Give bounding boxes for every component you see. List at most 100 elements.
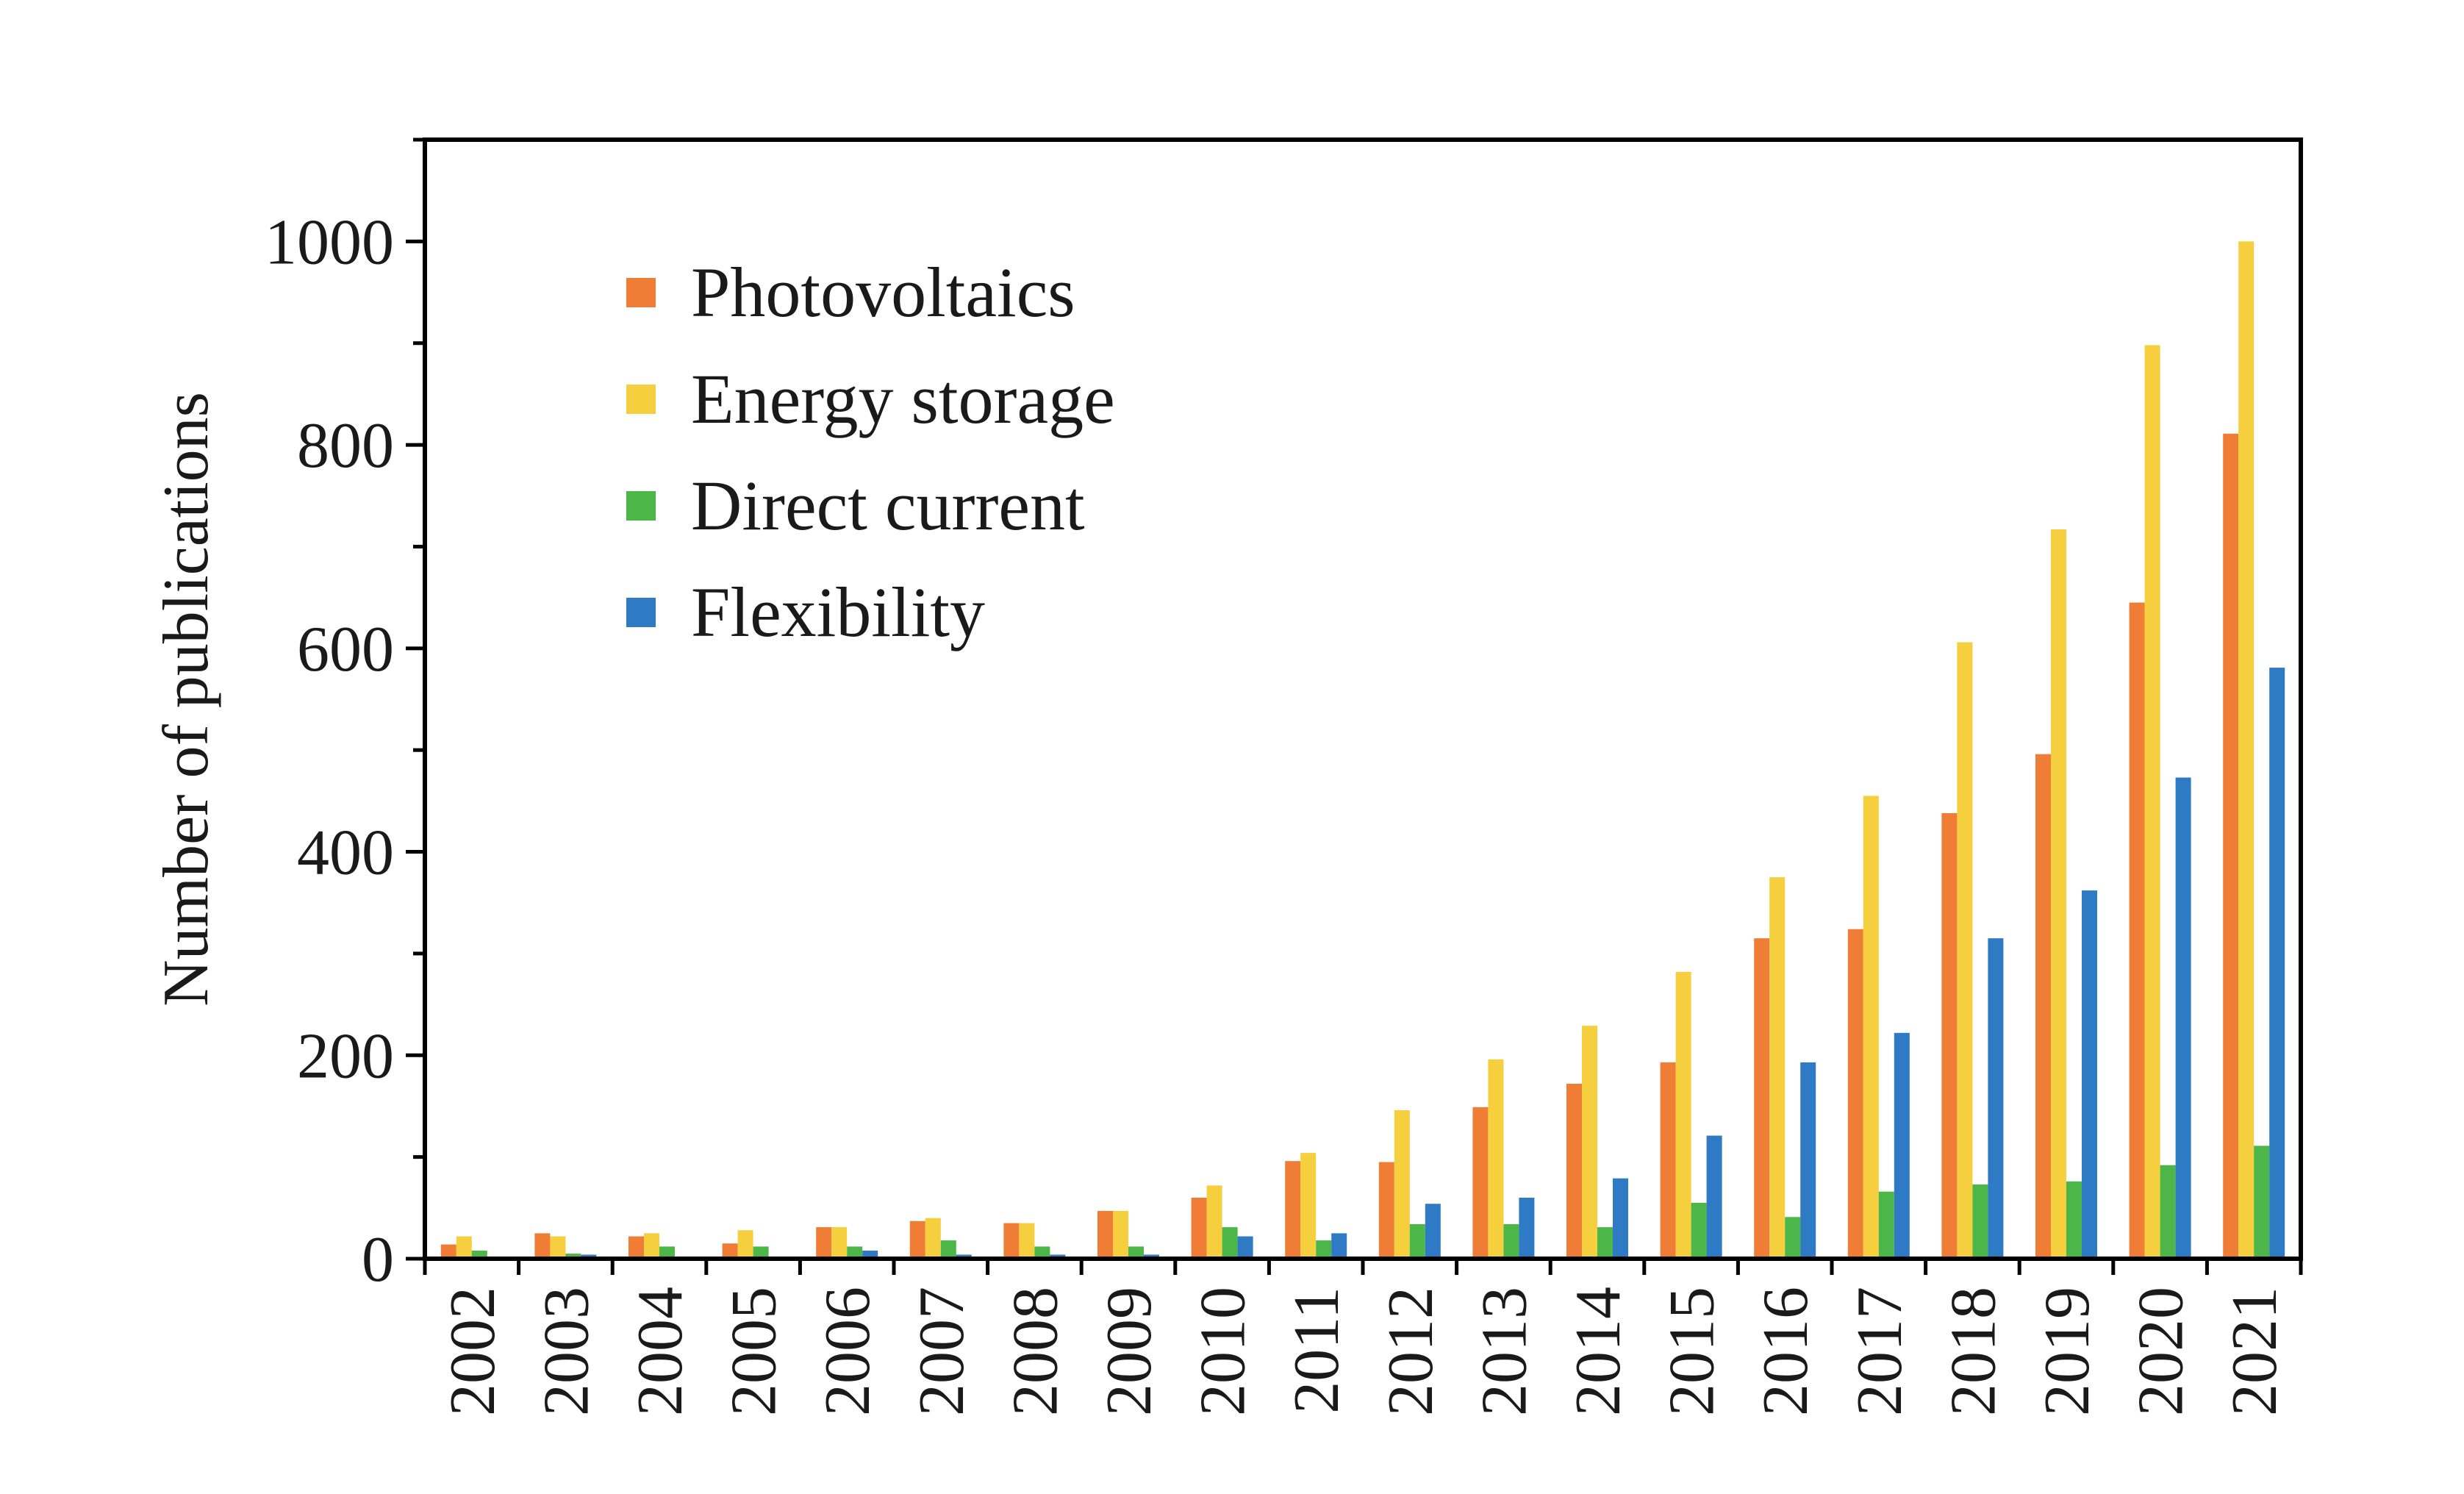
bar-direct-current-2021: [2254, 1145, 2270, 1259]
legend-swatch-photovoltaics: [626, 278, 656, 307]
bar-direct-current-2007: [940, 1240, 956, 1259]
bar-direct-current-2006: [847, 1246, 863, 1259]
y-tick-label: 200: [297, 1021, 394, 1092]
bar-direct-current-2014: [1597, 1227, 1613, 1259]
bar-flexibility-2011: [1331, 1233, 1347, 1259]
bar-direct-current-2011: [1316, 1240, 1332, 1259]
y-tick-label: 0: [362, 1224, 394, 1295]
axis-labels-group: 0 200 400 600 800 1000 2002 2003 2004 2005 2006 200…: [265, 207, 2291, 1416]
bar-energy-storage-2009: [1113, 1210, 1128, 1259]
x-category-label: 2021: [2219, 1287, 2291, 1416]
x-category-label: 2002: [437, 1287, 509, 1416]
bar-energy-storage-2004: [644, 1233, 659, 1259]
bar-energy-storage-2017: [1863, 796, 1879, 1259]
legend-label: Energy storage: [691, 360, 1115, 438]
y-tick-label: 800: [297, 410, 394, 482]
x-category-label: 2005: [719, 1287, 790, 1416]
x-category-label: 2003: [531, 1287, 602, 1416]
axis-ticks-group: [406, 137, 2303, 1275]
bar-photovoltaics-2018: [1941, 812, 1958, 1259]
bar-direct-current-2012: [1409, 1223, 1425, 1259]
bar-flexibility-2021: [2269, 668, 2285, 1259]
bar-flexibility-2016: [1800, 1062, 1816, 1259]
y-tick-label: 1000: [265, 207, 394, 278]
x-category-label: 2008: [1000, 1287, 1071, 1416]
x-category-label: 2019: [2032, 1287, 2103, 1416]
bar-photovoltaics-2014: [1566, 1084, 1582, 1259]
bar-energy-storage-2007: [925, 1218, 941, 1259]
bar-photovoltaics-2009: [1097, 1210, 1113, 1259]
x-category-label: 2017: [1844, 1287, 1916, 1416]
bar-photovoltaics-2019: [2035, 754, 2051, 1259]
bar-direct-current-2016: [1785, 1217, 1801, 1259]
y-tick-label: 400: [297, 818, 394, 889]
legend-swatch-energy-storage: [626, 385, 656, 414]
bar-direct-current-2020: [2160, 1165, 2176, 1259]
bar-flexibility-2014: [1613, 1178, 1628, 1259]
bar-flexibility-2019: [2082, 890, 2097, 1259]
x-category-label: 2009: [1094, 1287, 1165, 1416]
bar-energy-storage-2021: [2238, 241, 2255, 1259]
bar-energy-storage-2011: [1300, 1153, 1317, 1259]
bar-flexibility-2015: [1706, 1135, 1722, 1259]
bar-direct-current-2010: [1222, 1227, 1238, 1259]
bar-energy-storage-2003: [550, 1236, 566, 1259]
bar-photovoltaics-2010: [1191, 1197, 1207, 1259]
x-category-label: 2016: [1750, 1287, 1822, 1416]
bar-energy-storage-2013: [1488, 1059, 1504, 1259]
bar-flexibility-2020: [2175, 777, 2191, 1259]
bar-energy-storage-2012: [1394, 1109, 1410, 1259]
bar-energy-storage-2005: [737, 1230, 753, 1259]
x-category-label: 2011: [1281, 1287, 1353, 1414]
x-category-label: 2018: [1938, 1287, 2009, 1416]
x-category-label: 2013: [1469, 1287, 1540, 1416]
bar-photovoltaics-2007: [909, 1220, 925, 1259]
x-category-label: 2004: [625, 1287, 696, 1416]
bar-photovoltaics-2017: [1847, 929, 1863, 1259]
bar-flexibility-2017: [1894, 1032, 1910, 1259]
bar-energy-storage-2002: [456, 1236, 472, 1259]
bar-direct-current-2004: [659, 1246, 675, 1259]
bar-photovoltaics-2012: [1378, 1162, 1394, 1259]
bar-energy-storage-2014: [1582, 1026, 1597, 1259]
bar-direct-current-2005: [753, 1246, 769, 1259]
bar-energy-storage-2006: [831, 1227, 848, 1259]
y-tick-label: 600: [297, 614, 394, 685]
bar-direct-current-2002: [471, 1250, 487, 1259]
x-category-label: 2010: [1188, 1287, 1259, 1416]
bar-direct-current-2013: [1503, 1223, 1519, 1259]
bar-flexibility-2013: [1519, 1197, 1535, 1259]
x-category-label: 2012: [1375, 1287, 1447, 1416]
bar-direct-current-2008: [1034, 1246, 1050, 1259]
bar-photovoltaics-2006: [816, 1227, 832, 1259]
plot-frame: [423, 137, 2303, 1261]
bar-energy-storage-2019: [2051, 529, 2066, 1259]
bar-direct-current-2015: [1691, 1202, 1707, 1259]
bar-direct-current-2019: [2066, 1181, 2082, 1259]
bar-flexibility-2006: [862, 1250, 878, 1259]
bar-energy-storage-2018: [1957, 642, 1973, 1259]
bars-group: [440, 241, 2285, 1259]
bar-energy-storage-2008: [1019, 1223, 1035, 1259]
legend-label: Direct current: [691, 466, 1085, 545]
bar-direct-current-2009: [1128, 1246, 1144, 1259]
legend-label: Photovoltaics: [691, 253, 1075, 332]
x-category-label: 2015: [1657, 1287, 1728, 1416]
legend: Photovoltaics Energy storage Direct curren…: [626, 253, 1115, 651]
bar-photovoltaics-2004: [628, 1236, 644, 1259]
x-category-label: 2007: [906, 1287, 978, 1416]
bar-flexibility-2012: [1425, 1204, 1441, 1259]
bar-photovoltaics-2021: [2223, 433, 2239, 1259]
x-category-label: 2014: [1563, 1287, 1634, 1416]
bar-direct-current-2003: [565, 1254, 581, 1259]
bar-flexibility-2018: [1988, 938, 2004, 1259]
bar-photovoltaics-2008: [1003, 1223, 1020, 1259]
legend-label: Flexibility: [691, 573, 985, 651]
bar-photovoltaics-2002: [440, 1244, 456, 1259]
bar-photovoltaics-2011: [1285, 1161, 1301, 1259]
x-category-label: 2020: [2126, 1287, 2197, 1416]
bar-photovoltaics-2013: [1472, 1107, 1489, 1259]
x-category-label: 2006: [812, 1287, 884, 1416]
bar-energy-storage-2010: [1206, 1185, 1222, 1259]
bar-photovoltaics-2020: [2129, 602, 2145, 1259]
